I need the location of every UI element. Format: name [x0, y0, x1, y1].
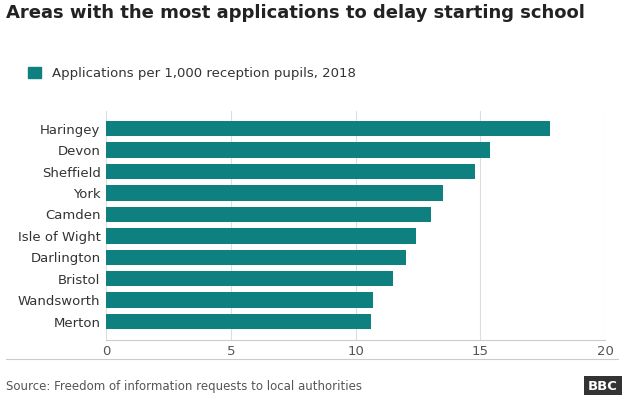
Text: Areas with the most applications to delay starting school: Areas with the most applications to dela… [6, 4, 585, 22]
Text: Source: Freedom of information requests to local authorities: Source: Freedom of information requests … [6, 380, 363, 393]
Legend: Applications per 1,000 reception pupils, 2018: Applications per 1,000 reception pupils,… [28, 67, 356, 80]
Bar [106, 164, 475, 179]
Bar [106, 271, 393, 286]
Bar [106, 292, 373, 308]
Bar [106, 250, 406, 265]
Bar [106, 185, 443, 201]
Text: BBC: BBC [588, 380, 618, 393]
Bar [106, 121, 550, 136]
Bar [106, 207, 431, 222]
Bar [106, 228, 416, 244]
Bar [106, 143, 490, 158]
Bar [106, 314, 371, 329]
